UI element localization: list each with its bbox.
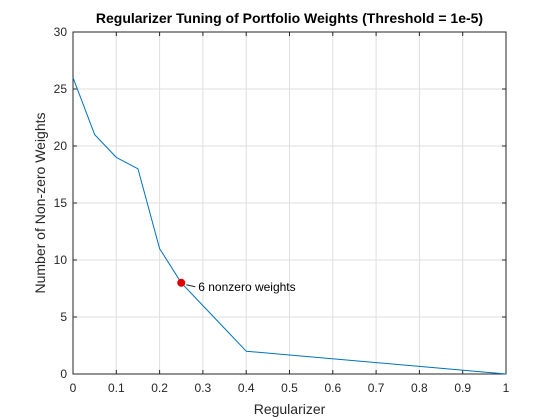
x-tick-label: 0.2 [151, 381, 168, 395]
axis-ticks: 0 0.1 0.2 0.3 0.4 0.5 0.6 0.7 0.8 0.9 105101520253… [54, 25, 510, 395]
y-tick-label: 30 [54, 25, 68, 39]
y-tick-label: 25 [54, 82, 68, 96]
annotation-leader [186, 284, 196, 288]
x-tick-label: 0 [70, 381, 77, 395]
x-tick-label: 0.6 [324, 381, 341, 395]
highlight-marker [177, 278, 186, 287]
y-tick-label: 0 [60, 367, 67, 381]
y-tick-label: 10 [54, 253, 68, 267]
x-tick-label: 0.1 [108, 381, 125, 395]
series-layer [72, 77, 507, 375]
chart-title: Regularizer Tuning of Portfolio Weights … [96, 10, 483, 26]
y-axis-label: Number of Non-zero Weights [32, 112, 48, 293]
y-tick-label: 15 [54, 196, 68, 210]
x-axis-label: Regularizer [254, 401, 326, 417]
y-tick-label: 5 [60, 310, 67, 324]
x-tick-label: 0.9 [454, 381, 471, 395]
y-tick-label: 20 [54, 139, 68, 153]
marker-layer: 6 nonzero weights [177, 278, 296, 294]
x-tick-label: 0.4 [238, 381, 255, 395]
annotation-label: 6 nonzero weights [198, 280, 295, 294]
series-line [72, 77, 507, 375]
x-tick-label: 0.3 [195, 381, 212, 395]
x-tick-label: 0.7 [368, 381, 385, 395]
x-tick-label: 0.5 [281, 381, 298, 395]
x-tick-label: 0.8 [411, 381, 428, 395]
x-tick-label: 1 [503, 381, 510, 395]
